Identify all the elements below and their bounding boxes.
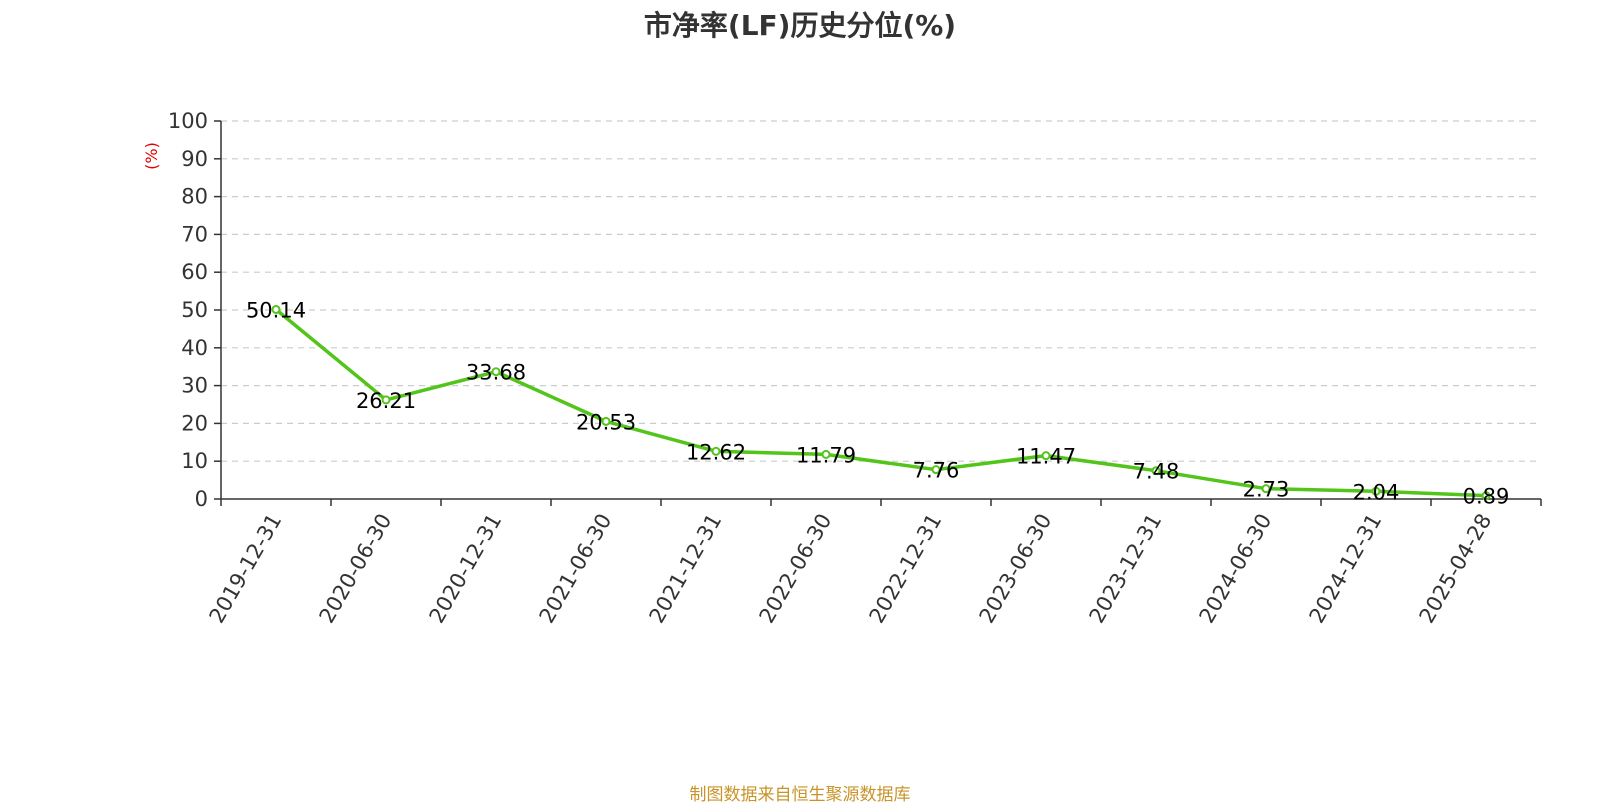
axes: 0 10 20 30 40 50 60 70 80 90 100 2019-12-31 2020-06-… <box>168 109 1542 628</box>
x-tick-label: 2025-04-28 <box>1415 510 1497 628</box>
x-tick-label: 2021-12-31 <box>645 510 727 628</box>
y-axis-label: (%) <box>142 142 161 170</box>
data-point <box>601 416 611 426</box>
data-label: 2.04 <box>1353 480 1400 504</box>
source-note: 制图数据来自恒生聚源数据库 <box>689 785 911 805</box>
data-label: 20.53 <box>576 410 636 434</box>
x-tick-label: 2022-06-30 <box>755 510 837 628</box>
data-label: 2.73 <box>1243 478 1290 502</box>
data-point <box>931 465 941 475</box>
data-point <box>1371 486 1381 496</box>
x-tick-label: 2020-12-31 <box>425 510 507 628</box>
grid-lines <box>221 120 1541 462</box>
data-point <box>491 367 501 377</box>
x-tick-label: 2024-06-30 <box>1195 510 1277 628</box>
data-label: 26.21 <box>356 389 416 413</box>
data-label: 11.47 <box>1016 445 1076 469</box>
data-labels: 50.14 26.21 33.68 20.53 12.62 11.79 7.76 11.47 7… <box>246 298 1509 508</box>
y-tick-label: 90 <box>181 147 208 171</box>
data-point <box>1151 466 1161 476</box>
data-point <box>381 395 391 405</box>
data-point <box>1261 484 1271 494</box>
chart-title: 市净率(LF)历史分位(%) <box>643 9 957 42</box>
y-tick-label: 40 <box>181 336 208 360</box>
x-tick-label: 2021-06-30 <box>535 510 617 628</box>
data-label: 7.76 <box>913 459 960 483</box>
data-label: 7.48 <box>1133 460 1180 484</box>
data-point <box>821 449 831 459</box>
data-label: 33.68 <box>466 361 526 385</box>
y-tick-label: 100 <box>168 109 208 133</box>
x-tick-label: 2022-12-31 <box>865 510 947 628</box>
x-tick-label: 2019-12-31 <box>205 510 287 628</box>
data-label: 50.14 <box>246 298 306 322</box>
data-label: 0.89 <box>1463 485 1510 509</box>
x-tick-label: 2020-06-30 <box>315 510 397 628</box>
y-tick-label: 20 <box>181 411 208 435</box>
series-line <box>274 308 1487 498</box>
data-points <box>271 304 1491 501</box>
data-label: 11.79 <box>796 443 856 467</box>
data-point <box>271 304 281 314</box>
y-tick-label: 30 <box>181 374 208 398</box>
data-point <box>711 446 721 456</box>
x-tick-label: 2024-12-31 <box>1305 510 1387 628</box>
y-tick-label: 70 <box>181 222 208 246</box>
data-point <box>1481 491 1491 501</box>
y-tick-label: 60 <box>181 260 208 284</box>
y-tick-label: 10 <box>181 449 208 473</box>
y-tick-label: 0 <box>195 487 208 511</box>
x-tick-label: 2023-12-31 <box>1085 510 1167 628</box>
y-tick-label: 80 <box>181 185 208 209</box>
data-point <box>1041 451 1051 461</box>
data-label: 12.62 <box>686 440 746 464</box>
series-line-layer <box>274 308 1487 498</box>
x-tick-label: 2023-06-30 <box>975 510 1057 628</box>
y-tick-label: 50 <box>181 298 208 322</box>
